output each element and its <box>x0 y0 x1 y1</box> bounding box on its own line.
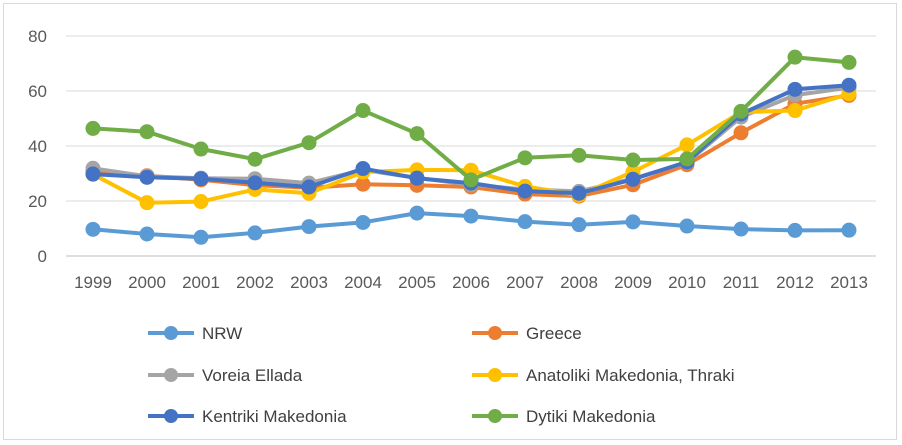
data-point <box>85 166 101 182</box>
data-point <box>301 135 317 151</box>
legend-label: Kentriki Makedonia <box>202 407 347 426</box>
data-point <box>787 49 803 65</box>
data-point <box>733 221 749 237</box>
series-line <box>92 55 850 182</box>
legend-marker <box>164 368 178 382</box>
legend-item: Dytiki Makedonia <box>472 407 656 426</box>
y-tick-label: 60 <box>28 82 47 101</box>
x-tick-label: 2008 <box>560 273 598 292</box>
data-point <box>787 81 803 97</box>
data-point <box>355 103 371 119</box>
data-point <box>787 103 803 119</box>
y-tick-label: 40 <box>28 137 47 156</box>
data-point <box>463 172 479 188</box>
legend: NRW Greece Voreia Ellada Anatoliki Makedoni… <box>148 324 735 426</box>
legend-label: Greece <box>526 324 582 343</box>
x-tick-label: 2013 <box>830 273 868 292</box>
legend-label: Voreia Ellada <box>202 366 303 385</box>
legend-label: NRW <box>202 324 242 343</box>
x-tick-label: 2011 <box>723 273 760 292</box>
legend-item: Anatoliki Makedonia, Thraki <box>472 366 735 385</box>
data-point <box>571 185 587 201</box>
x-tick-label: 2002 <box>236 273 274 292</box>
legend-label: Anatoliki Makedonia, Thraki <box>526 366 735 385</box>
data-point <box>841 222 857 238</box>
data-point <box>355 214 371 230</box>
data-point <box>247 151 263 167</box>
data-point <box>193 171 209 187</box>
y-axis-ticks: 0 20 40 60 80 <box>28 27 47 266</box>
legend-marker <box>488 326 502 340</box>
data-point <box>301 219 317 235</box>
data-point <box>247 225 263 241</box>
legend-marker <box>488 368 502 382</box>
data-point <box>139 124 155 140</box>
data-point <box>301 179 317 195</box>
legend-item: Greece <box>472 324 582 343</box>
x-tick-label: 2006 <box>452 273 490 292</box>
y-tick-label: 80 <box>28 27 47 46</box>
data-point <box>625 214 641 230</box>
chart-frame <box>3 3 897 440</box>
data-point <box>409 126 425 142</box>
legend-label: Dytiki Makedonia <box>526 407 656 426</box>
data-point <box>517 183 533 199</box>
x-tick-label: 2010 <box>668 273 706 292</box>
data-point <box>193 194 209 210</box>
data-point <box>139 226 155 242</box>
data-point <box>517 150 533 166</box>
legend-marker <box>164 409 178 423</box>
x-tick-label: 2001 <box>182 273 220 292</box>
y-tick-label: 20 <box>28 192 47 211</box>
legend-item: NRW <box>148 324 242 343</box>
x-tick-label: 2007 <box>506 273 544 292</box>
data-point <box>841 54 857 70</box>
data-point <box>193 229 209 245</box>
data-point <box>139 169 155 185</box>
data-point <box>85 221 101 237</box>
x-tick-label: 2000 <box>128 273 166 292</box>
legend-item: Voreia Ellada <box>148 366 303 385</box>
data-point <box>625 171 641 187</box>
data-point <box>193 141 209 157</box>
data-point <box>679 151 695 167</box>
x-axis-ticks: 1999 2000 2001 2002 2003 2004 2005 2006 2007 2008… <box>74 273 868 292</box>
data-point <box>85 120 101 136</box>
x-tick-label: 2012 <box>776 273 814 292</box>
legend-marker <box>164 326 178 340</box>
x-tick-label: 1999 <box>74 273 112 292</box>
data-point <box>517 214 533 230</box>
data-point <box>679 218 695 234</box>
data-point <box>733 103 749 119</box>
x-tick-label: 2009 <box>614 273 652 292</box>
data-point <box>139 195 155 211</box>
data-point <box>787 222 803 238</box>
data-point <box>571 147 587 163</box>
data-point <box>463 208 479 224</box>
data-point <box>355 161 371 177</box>
data-point <box>841 77 857 93</box>
x-tick-label: 2003 <box>290 273 328 292</box>
series-nrw <box>85 205 857 245</box>
data-point <box>409 170 425 186</box>
legend-marker <box>488 409 502 423</box>
series-lines <box>85 49 857 245</box>
data-point <box>409 205 425 221</box>
series-dytiki-makedonia <box>85 49 857 188</box>
x-tick-label: 2005 <box>398 273 436 292</box>
data-point <box>625 152 641 168</box>
data-point <box>679 137 695 153</box>
x-tick-label: 2004 <box>344 273 382 292</box>
data-point <box>247 175 263 191</box>
legend-item: Kentriki Makedonia <box>148 407 347 426</box>
data-point <box>733 125 749 141</box>
data-point <box>571 217 587 233</box>
y-tick-label: 0 <box>38 247 47 266</box>
